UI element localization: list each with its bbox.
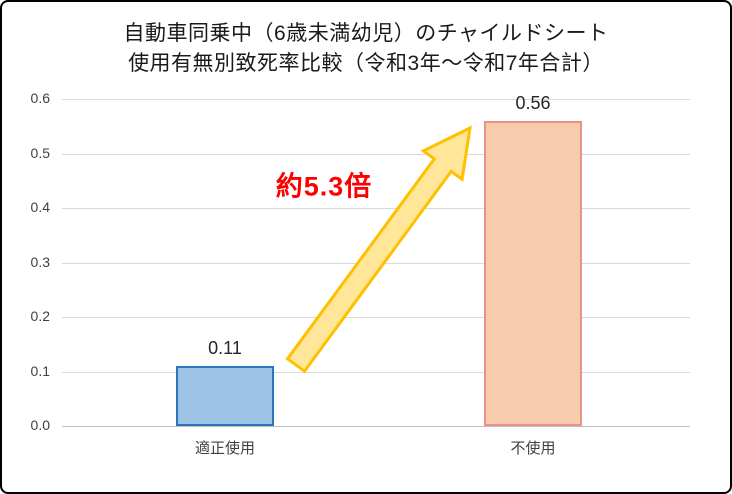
value-label: 0.11 xyxy=(208,338,242,358)
gridline xyxy=(62,263,690,264)
chart-title-line-2: 使用有無別致死率比較（令和3年～令和7年合計） xyxy=(128,52,604,75)
gridline xyxy=(62,154,690,155)
category-label: 適正使用 xyxy=(194,440,255,457)
value-label: 0.56 xyxy=(515,93,551,113)
gridline xyxy=(62,372,690,373)
chart-title-line-1: 自動車同乗中（6歳未満幼児）のチャイルドシート xyxy=(123,22,609,45)
y-tick-label: 0.5 xyxy=(30,145,50,161)
y-tick-label: 0.6 xyxy=(30,90,50,106)
gridline xyxy=(62,317,690,318)
y-tick-label: 0.3 xyxy=(30,254,50,270)
y-tick-label: 0.1 xyxy=(30,363,50,379)
x-axis-line xyxy=(62,426,690,427)
gridline xyxy=(62,99,690,100)
y-tick-label: 0.4 xyxy=(30,199,50,215)
category-label: 不使用 xyxy=(510,440,556,457)
y-tick-label: 0.0 xyxy=(30,417,50,433)
y-tick-label: 0.2 xyxy=(30,308,50,324)
bar-0 xyxy=(176,366,274,426)
multiplier-annotation: 約5.3倍 xyxy=(275,171,373,202)
bar-1 xyxy=(484,121,582,426)
gridline xyxy=(62,208,690,209)
chart-title: 自動車同乗中（6歳未満幼児）のチャイルドシート 使用有無別致死率比較（令和3年～… xyxy=(2,19,730,79)
